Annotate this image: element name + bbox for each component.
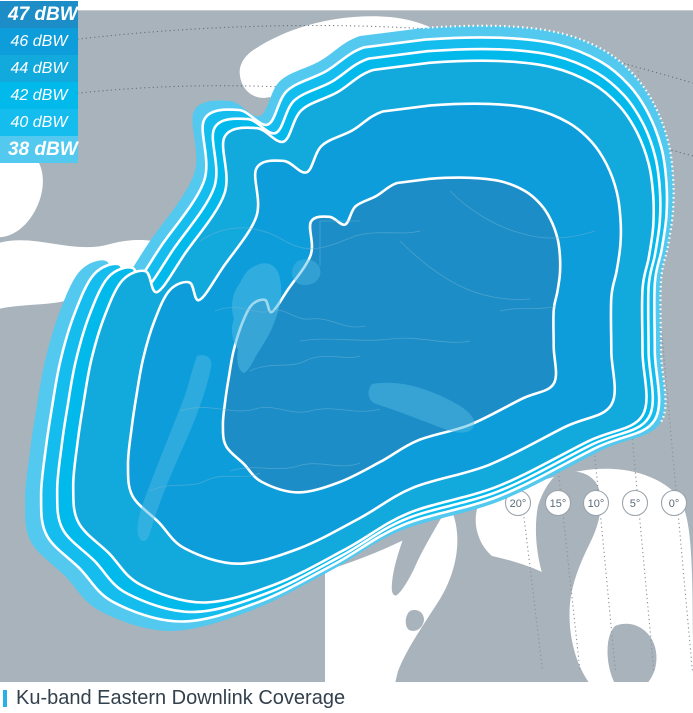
svg-text:5°: 5°	[630, 498, 641, 510]
svg-text:20°: 20°	[510, 498, 527, 510]
svg-text:10°: 10°	[588, 498, 605, 510]
svg-text:0°: 0°	[669, 498, 680, 510]
svg-text:15°: 15°	[550, 498, 567, 510]
